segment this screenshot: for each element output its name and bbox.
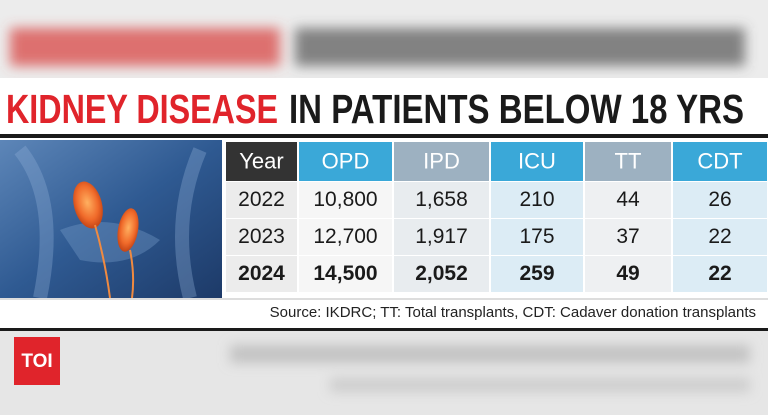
cell-text: 37 <box>616 225 639 248</box>
cell <box>394 219 489 255</box>
title-highlight: KIDNEY DISEASE <box>6 86 278 132</box>
blurred-title <box>10 28 745 66</box>
cell <box>491 219 583 255</box>
divider <box>0 134 768 138</box>
column-header: ICU <box>518 148 556 173</box>
column-header: IPD <box>423 148 460 173</box>
column-header: OPD <box>322 148 370 173</box>
cell-text: 44 <box>616 188 640 211</box>
cell-text: 1,917 <box>415 225 468 248</box>
cell-text: 210 <box>519 188 554 211</box>
header-cell <box>491 142 583 181</box>
header-cell <box>299 142 392 181</box>
cell <box>394 256 489 292</box>
cell-text: 12,700 <box>313 225 377 248</box>
cell <box>491 256 583 292</box>
cell-text: 10,800 <box>313 188 377 211</box>
cell <box>585 256 671 292</box>
cell-text: 175 <box>519 225 554 248</box>
header-cell <box>226 142 297 181</box>
kidney-illustration <box>0 140 222 300</box>
cell <box>491 182 583 218</box>
cell <box>585 219 671 255</box>
cell <box>299 256 392 292</box>
column-header: CDT <box>697 148 742 173</box>
cell <box>299 219 392 255</box>
cell-text: 2,052 <box>415 262 468 285</box>
table: Year OPD IPD ICU TT CDT 2022 10,800 1,658 210 44 26… <box>226 142 767 292</box>
title: IN PATIENTS BELOW 18 YRS <box>289 86 744 132</box>
cell <box>673 219 767 255</box>
logo: TOI <box>21 351 52 372</box>
cell-text: 22 <box>708 262 731 285</box>
rule <box>0 298 768 300</box>
cell <box>226 219 297 255</box>
logo-box <box>14 337 60 385</box>
cell <box>585 182 671 218</box>
cell-text: 49 <box>616 262 639 285</box>
header-cell <box>585 142 671 181</box>
cell <box>226 256 297 292</box>
cell <box>394 182 489 218</box>
divider <box>0 328 768 331</box>
cell-text: 14,500 <box>313 262 377 285</box>
cell-text: 22 <box>708 225 731 248</box>
cell <box>673 256 767 292</box>
cell <box>673 182 767 218</box>
cell-text: 2022 <box>238 188 285 211</box>
header-cell <box>673 142 767 181</box>
cell <box>299 182 392 218</box>
cell-text: 259 <box>519 262 554 285</box>
cell-text: 1,658 <box>415 188 468 211</box>
header-cell <box>394 142 489 181</box>
cell-text: 2024 <box>238 262 285 285</box>
cell-text: 26 <box>708 188 731 211</box>
cell-text: 2023 <box>238 225 285 248</box>
column-header: TT <box>615 148 642 173</box>
column-header: Year <box>239 148 283 173</box>
source-note: Source: IKDRC; TT: Total transplants, CD… <box>270 304 756 321</box>
cell <box>226 182 297 218</box>
blurred-bottom <box>230 345 750 392</box>
